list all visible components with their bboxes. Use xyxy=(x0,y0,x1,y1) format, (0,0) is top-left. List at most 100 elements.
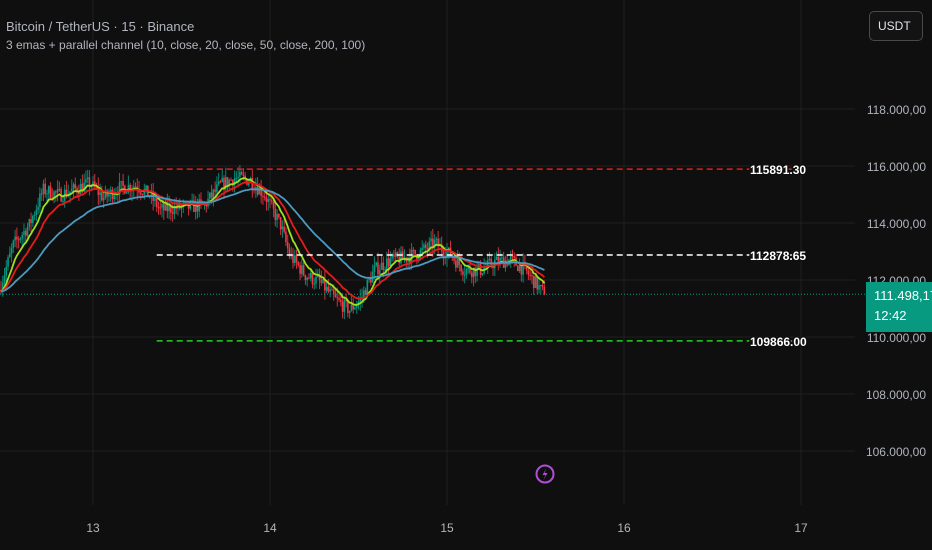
lightning-bolt-icon[interactable] xyxy=(535,460,555,488)
candle-body xyxy=(228,179,231,186)
candle-body xyxy=(184,201,186,203)
candle-body xyxy=(143,189,146,195)
candle-body xyxy=(316,275,319,277)
candle-body xyxy=(299,265,301,274)
time-axis-label: 17 xyxy=(794,521,808,535)
candle-body xyxy=(525,263,528,271)
candle-body xyxy=(324,278,326,291)
indicator-legend[interactable]: 3 emas + parallel channel (10, close, 20… xyxy=(6,38,366,52)
last-price-badge: 111.498,17 12:42 xyxy=(866,282,932,332)
symbol-title[interactable]: Bitcoin / TetherUS · 15 · Binance xyxy=(6,19,195,34)
candle-body xyxy=(393,254,395,257)
candle-body xyxy=(3,275,6,283)
candle-body xyxy=(511,256,514,258)
candle-body xyxy=(40,193,43,195)
candle-body xyxy=(315,276,317,284)
candle-body xyxy=(262,195,264,197)
candle-body xyxy=(83,182,85,192)
price-axis-label: 114.000,00 xyxy=(867,217,926,231)
candle-body xyxy=(155,198,158,208)
candle-body xyxy=(426,247,429,249)
candle-body xyxy=(49,186,52,199)
candle-body xyxy=(497,256,500,264)
candle-body xyxy=(355,305,358,308)
candle-body xyxy=(7,257,9,267)
candle-body xyxy=(370,278,372,283)
candle-body xyxy=(120,181,123,183)
candle-body xyxy=(42,183,45,195)
candle-body xyxy=(331,289,333,291)
candle-body xyxy=(256,187,259,195)
candle-body xyxy=(470,272,473,278)
candle-body xyxy=(216,184,218,192)
candle-body xyxy=(378,269,381,275)
candle-body xyxy=(157,207,160,209)
candle-body xyxy=(309,272,312,279)
candle-body xyxy=(373,265,376,272)
candle-body xyxy=(139,192,142,195)
candle-body xyxy=(440,244,443,252)
candle-body xyxy=(462,271,464,275)
candle-body xyxy=(285,231,287,243)
candle-body xyxy=(99,192,101,196)
candle-body xyxy=(430,238,432,242)
candle-body xyxy=(437,238,439,247)
candle-body xyxy=(327,286,330,292)
ema-20-line xyxy=(0,181,546,300)
candle-body xyxy=(421,247,424,250)
candle-body xyxy=(329,289,331,292)
candle-body xyxy=(295,255,298,263)
candle-body xyxy=(221,177,224,182)
candle-body xyxy=(467,267,470,270)
candle-body xyxy=(414,249,416,255)
candle-body xyxy=(173,205,176,214)
currency-button[interactable]: USDT xyxy=(869,11,923,41)
candle-body xyxy=(69,191,71,194)
candle-body xyxy=(424,244,427,248)
candle-body xyxy=(359,298,362,302)
candle-body xyxy=(209,192,211,199)
candle-body xyxy=(171,212,174,214)
candle-body xyxy=(270,200,273,202)
candle-body xyxy=(304,275,307,281)
candle-body xyxy=(377,262,379,275)
candle-body xyxy=(19,238,22,241)
candle-body xyxy=(232,180,234,186)
candle-body xyxy=(534,276,537,289)
price-axis-label: 118.000,00 xyxy=(867,103,926,117)
candle-body xyxy=(55,191,57,193)
candle-body xyxy=(513,256,516,258)
candle-body xyxy=(246,178,248,185)
candle-body xyxy=(65,189,68,197)
candle-body xyxy=(495,256,498,261)
price-axis-label: 106.000,00 xyxy=(866,445,926,459)
price-axis-label: 108.000,00 xyxy=(866,388,926,402)
candle-body xyxy=(460,265,462,272)
candle-body xyxy=(263,196,266,198)
candle-body xyxy=(145,185,147,190)
candle-body xyxy=(308,277,310,279)
candle-body xyxy=(106,190,108,197)
candle-body xyxy=(9,253,11,258)
candle-body xyxy=(474,267,477,276)
candle-body xyxy=(95,186,98,188)
candle-body xyxy=(417,258,420,260)
candle-body xyxy=(400,251,402,264)
candle-body xyxy=(219,181,222,183)
candle-body xyxy=(334,294,337,298)
candle-body xyxy=(469,267,471,273)
candle-body xyxy=(76,188,78,193)
candle-body xyxy=(366,280,369,296)
candle-body xyxy=(336,297,339,299)
candle-body xyxy=(113,195,116,200)
candle-body xyxy=(509,256,512,260)
candle-body xyxy=(522,262,524,275)
ema-50-line xyxy=(0,188,545,293)
candle-body xyxy=(30,219,32,223)
candle-body xyxy=(293,255,296,263)
candle-body xyxy=(200,199,202,202)
candle-body xyxy=(159,207,162,209)
candle-body xyxy=(481,273,484,275)
candle-body xyxy=(10,247,13,254)
